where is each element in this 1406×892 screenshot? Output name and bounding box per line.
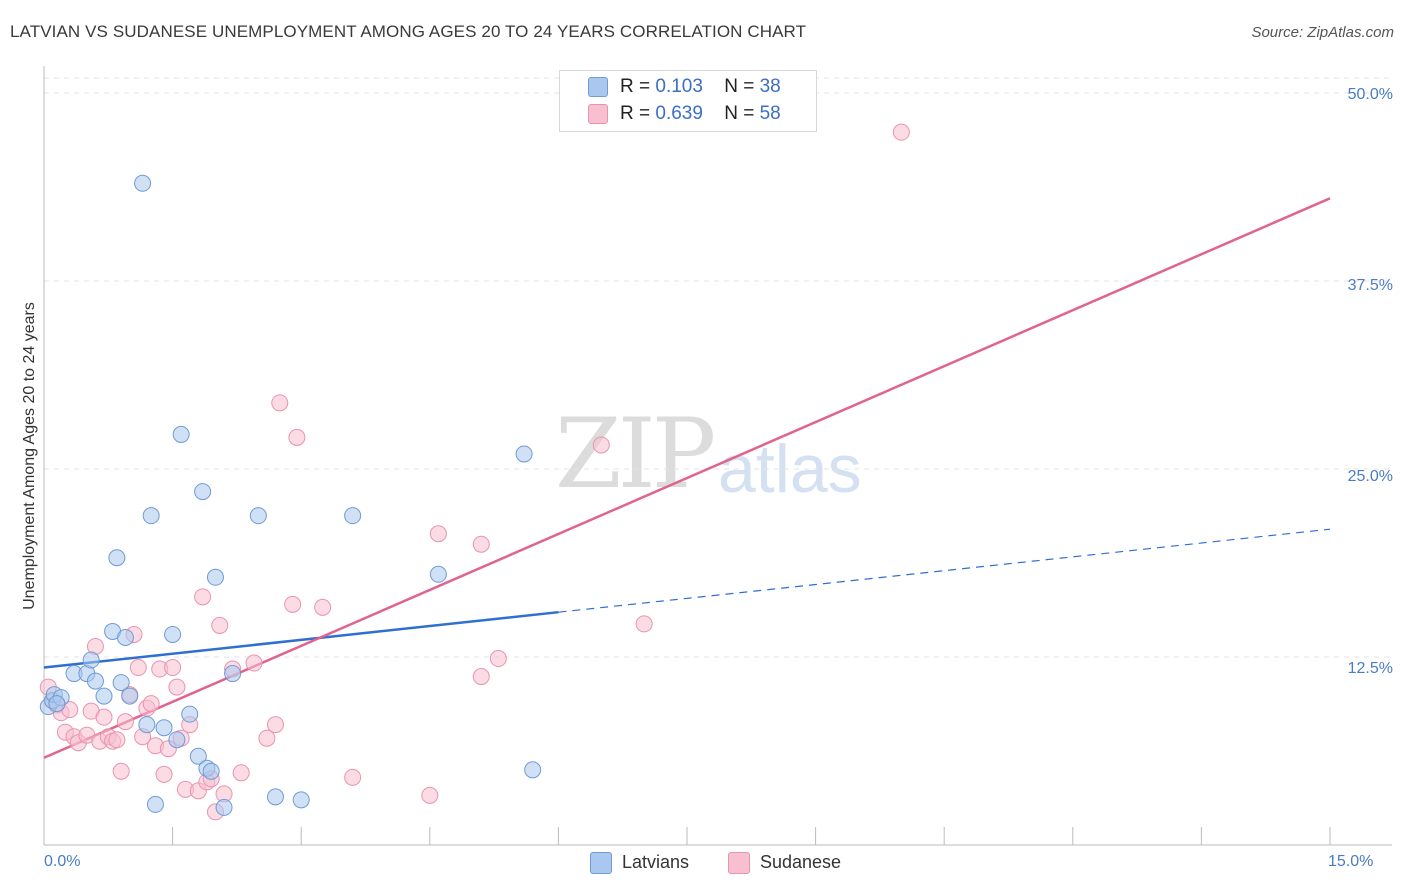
latvians-point-19 [155, 719, 173, 737]
stats-legend: R = 0.103 N = 38 R = 0.639 N = 58 [559, 70, 817, 132]
latvians-point-34 [344, 507, 362, 525]
gridlines [44, 77, 1392, 658]
y-tick-label-25: 25.0% [1347, 468, 1393, 485]
source-label: Source: ZipAtlas.com [1251, 24, 1394, 41]
y-tick-label-12-5: 12.5% [1347, 660, 1393, 677]
latvians-trend-line [43, 610, 559, 669]
x-tick-label-max: 15.0% [1328, 853, 1374, 870]
sudanese-point-42 [245, 654, 263, 672]
latvians-point-20 [164, 625, 182, 643]
sudanese-point-44 [266, 716, 284, 734]
latvians-point-7 [82, 651, 100, 669]
y-tick-label-37-5: 37.5% [1347, 277, 1393, 294]
latvians-point-9 [95, 687, 113, 705]
sudanese-point-48 [314, 598, 332, 616]
latvians-point-29 [215, 798, 233, 816]
latvians-point-37 [524, 761, 542, 779]
legend-sudanese-swatch [728, 852, 750, 875]
latvians-point-21 [168, 731, 186, 749]
sudanese-point-41 [232, 764, 250, 782]
latvians-point-4 [48, 695, 66, 713]
latvians-point-23 [181, 705, 199, 723]
sudanese-point-49 [344, 768, 362, 786]
latvians-point-35 [429, 565, 447, 583]
latvians-point-8 [86, 672, 104, 690]
sudanese-point-26 [155, 765, 173, 783]
latvians-point-18 [146, 795, 164, 813]
latvians-point-28 [206, 568, 224, 586]
latvians-point-16 [138, 716, 156, 734]
latvians-point-24 [189, 747, 207, 765]
sudanese-point-38 [211, 616, 229, 634]
latvians-point-11 [108, 549, 126, 567]
latvians-point-22 [172, 425, 190, 443]
sudanese-point-57 [892, 123, 910, 141]
y-tick-label-50: 50.0% [1347, 86, 1393, 103]
legend-latvians: Latvians [590, 852, 690, 875]
latvians-point-25 [194, 483, 212, 501]
sudanese-point-46 [284, 595, 302, 613]
sudanese-point-17 [116, 713, 134, 731]
latvians-point-17 [142, 507, 160, 525]
latvians-point-36 [515, 445, 533, 463]
sudanese-stats: R = 0.639 N = 58 [620, 103, 781, 124]
sudanese-point-23 [142, 695, 160, 713]
legend-sudanese: Sudanese [728, 852, 842, 875]
latvians-point-13 [116, 628, 134, 646]
sudanese-point-47 [288, 428, 306, 446]
sudanese-point-15 [108, 731, 126, 749]
sudanese-point-51 [429, 525, 447, 543]
x-tick-label-min: 0.0% [44, 853, 81, 870]
sudanese-point-52 [472, 535, 490, 553]
sudanese-point-56 [635, 615, 653, 633]
axes [43, 66, 1392, 846]
sudanese-point-12 [95, 708, 113, 726]
latvians-swatch [588, 77, 608, 97]
latvians-point-27 [202, 762, 220, 780]
latvians-point-15 [134, 174, 152, 192]
sudanese-point-34 [194, 588, 212, 606]
sudanese-point-50 [421, 786, 439, 804]
latvians-trend-extrapolation [558, 528, 1331, 613]
legend-latvians-swatch [590, 852, 612, 875]
sudanese-swatch [588, 104, 608, 124]
sudanese-point-16 [112, 762, 130, 780]
sudanese-point-55 [592, 436, 610, 454]
latvians-point-31 [249, 507, 267, 525]
data-points [39, 123, 910, 821]
sudanese-point-54 [489, 650, 507, 668]
sudanese-point-43 [258, 729, 276, 747]
y-axis-label: Unemployment Among Ages 20 to 24 years [21, 302, 38, 610]
latvians-point-30 [224, 665, 242, 683]
latvians-point-33 [292, 791, 310, 809]
sudanese-point-20 [129, 659, 147, 677]
latvians-point-14 [121, 687, 139, 705]
latvians-point-12 [112, 674, 130, 692]
legend-sudanese-label: Sudanese [760, 852, 842, 872]
watermark-zip: ZIP [555, 398, 716, 510]
legend-latvians-label: Latvians [622, 852, 690, 872]
latvians-point-32 [266, 788, 284, 806]
sudanese-point-45 [271, 394, 289, 412]
sudanese-point-28 [164, 659, 182, 677]
latvians-stats: R = 0.103 N = 38 [620, 76, 781, 97]
chart-title: LATVIAN VS SUDANESE UNEMPLOYMENT AMONG A… [10, 22, 807, 41]
sudanese-point-29 [168, 678, 186, 696]
sudanese-point-53 [472, 668, 490, 686]
